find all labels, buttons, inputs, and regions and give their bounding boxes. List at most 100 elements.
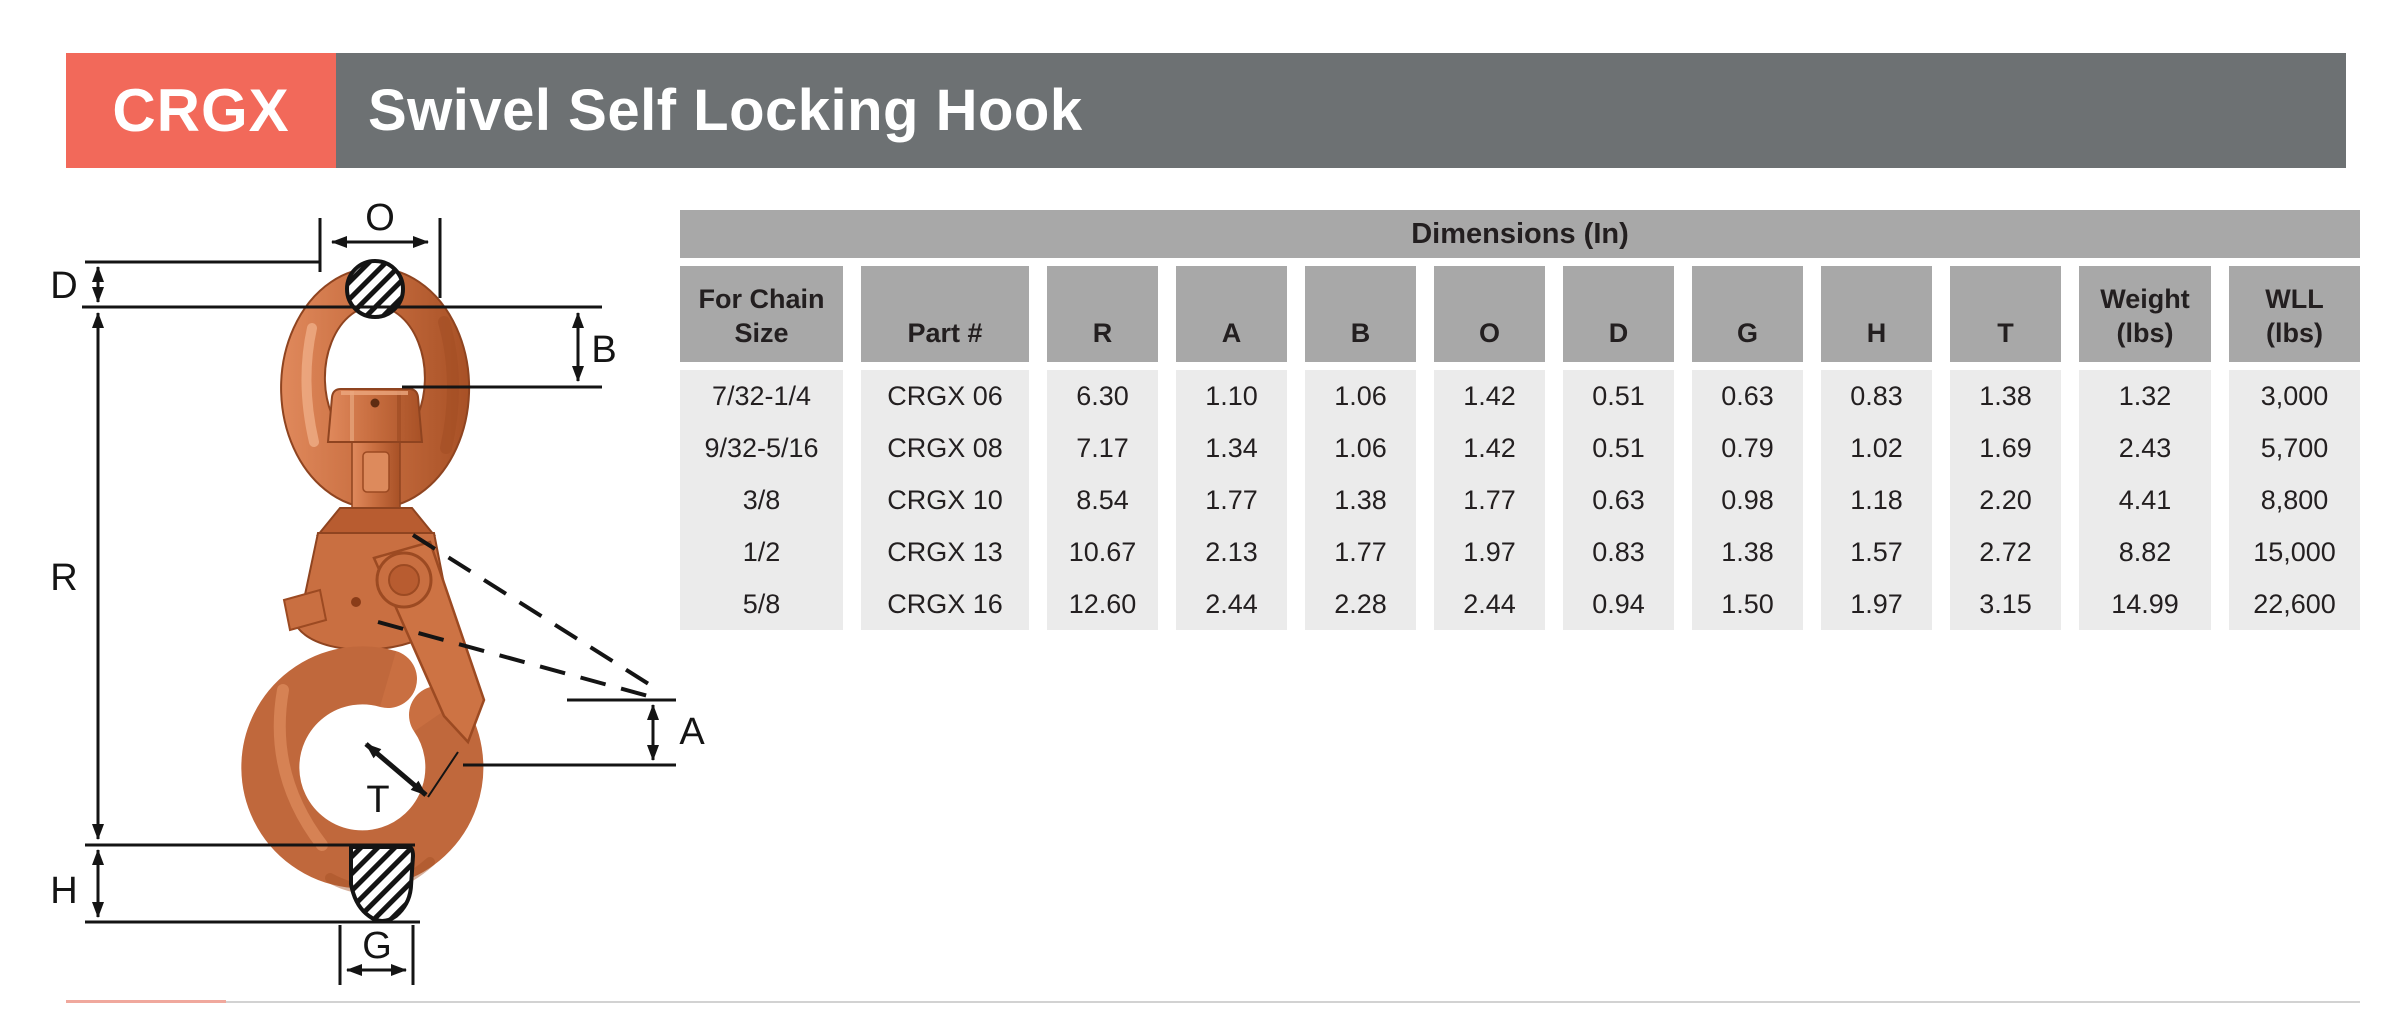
table-cell: 1.38 (1950, 370, 2061, 422)
table-cell: CRGX 10 (861, 474, 1029, 526)
table-row: 5/8 CRGX 16 12.60 2.44 2.28 2.44 0.94 1.50 1.97 3… (680, 578, 2360, 630)
dim-label-o: O (365, 197, 395, 239)
swivel-nut (326, 388, 424, 443)
product-code-badge: CRGX (66, 53, 336, 168)
table-cell: 9/32-5/16 (680, 422, 843, 474)
table-cell: 8,800 (2229, 474, 2360, 526)
table-cell: 1/2 (680, 526, 843, 578)
table-cell: 2.28 (1305, 578, 1416, 630)
dim-label-a: A (679, 711, 705, 753)
table-column-header: Weight (lbs) (2079, 266, 2211, 370)
table-cell: 1.77 (1305, 526, 1416, 578)
hook-bowl (241, 646, 484, 889)
table-column-header: For Chain Size (680, 266, 843, 370)
dimensions-table: For Chain Size Part # R A B O D G H T Weight (lbs)… (662, 266, 2378, 630)
table-cell: 3.15 (1950, 578, 2061, 630)
table-row: 7/32-1/4 CRGX 06 6.30 1.10 1.06 1.42 0.51 0.63 0… (680, 370, 2360, 422)
dim-label-t: T (366, 779, 389, 821)
table-row: 3/8 CRGX 10 8.54 1.77 1.38 1.77 0.63 0.98 1.18 2.… (680, 474, 2360, 526)
table-cell: 1.77 (1176, 474, 1287, 526)
table-cell: 0.51 (1563, 422, 1674, 474)
bowl-cross-section-hatch (349, 845, 416, 923)
hook-illustration (241, 259, 486, 923)
table-cell: 1.02 (1821, 422, 1932, 474)
table-cell: 1.97 (1821, 578, 1932, 630)
table-cell: 22,600 (2229, 578, 2360, 630)
dim-label-r: R (50, 557, 77, 599)
dim-label-h: H (50, 870, 77, 912)
table-cell: 12.60 (1047, 578, 1158, 630)
table-cell: 8.54 (1047, 474, 1158, 526)
table-cell: 0.63 (1563, 474, 1674, 526)
table-column-header: B (1305, 266, 1416, 370)
table-cell: 0.79 (1692, 422, 1803, 474)
eye-cross-section-hatch (345, 259, 405, 319)
table-cell: 7.17 (1047, 422, 1158, 474)
dim-label-g: G (362, 925, 392, 967)
page-header: CRGX Swivel Self Locking Hook (66, 53, 2346, 168)
table-column-header: D (1563, 266, 1674, 370)
table-cell: 2.20 (1950, 474, 2061, 526)
table-cell: 2.44 (1434, 578, 1545, 630)
table-row: 9/32-5/16 CRGX 08 7.17 1.34 1.06 1.42 0.51 0.79… (680, 422, 2360, 474)
table-cell: 1.06 (1305, 370, 1416, 422)
table-cell: CRGX 08 (861, 422, 1029, 474)
table-cell: 1.10 (1176, 370, 1287, 422)
table-cell: 1.50 (1692, 578, 1803, 630)
table-cell: 5,700 (2229, 422, 2360, 474)
dim-label-b: B (591, 329, 616, 371)
table-cell: 4.41 (2079, 474, 2211, 526)
table-cell: 6.30 (1047, 370, 1158, 422)
table-cell: 0.51 (1563, 370, 1674, 422)
table-column-header: R (1047, 266, 1158, 370)
dim-label-d: D (50, 265, 77, 307)
table-column-header: Part # (861, 266, 1029, 370)
table-cell: 5/8 (680, 578, 843, 630)
table-cell: 7/32-1/4 (680, 370, 843, 422)
table-cell: 3,000 (2229, 370, 2360, 422)
table-cell: 10.67 (1047, 526, 1158, 578)
table-column-header: T (1950, 266, 2061, 370)
table-cell: 2.43 (2079, 422, 2211, 474)
table-cell: 1.77 (1434, 474, 1545, 526)
table-cell: 14.99 (2079, 578, 2211, 630)
table-cell: 1.42 (1434, 370, 1545, 422)
bottom-divider-accent (66, 1000, 226, 1003)
table-column-header: A (1176, 266, 1287, 370)
table-cell: CRGX 06 (861, 370, 1029, 422)
table-cell: 0.94 (1563, 578, 1674, 630)
table-cell: 1.38 (1692, 526, 1803, 578)
table-cell: 1.42 (1434, 422, 1545, 474)
page-title: Swivel Self Locking Hook (336, 53, 2346, 168)
table-cell: 0.63 (1692, 370, 1803, 422)
table-cell: 1.38 (1305, 474, 1416, 526)
table-row: 1/2 CRGX 13 10.67 2.13 1.77 1.97 0.83 1.38 1.57 2… (680, 526, 2360, 578)
table-cell: 15,000 (2229, 526, 2360, 578)
table-cell: CRGX 16 (861, 578, 1029, 630)
table-cell: 1.97 (1434, 526, 1545, 578)
dimension-lines (82, 218, 676, 985)
table-column-header: WLL (lbs) (2229, 266, 2360, 370)
table-cell: 1.06 (1305, 422, 1416, 474)
table-cell: 2.44 (1176, 578, 1287, 630)
table-cell: 2.13 (1176, 526, 1287, 578)
bottom-divider (226, 1001, 2360, 1003)
table-header-row: For Chain Size Part # R A B O D G H T Weight (lbs)… (680, 266, 2360, 370)
table-cell: 1.32 (2079, 370, 2211, 422)
table-cell: 3/8 (680, 474, 843, 526)
table-cell: 1.69 (1950, 422, 2061, 474)
table-column-header: H (1821, 266, 1932, 370)
table-cell: 0.83 (1563, 526, 1674, 578)
table-cell: 8.82 (2079, 526, 2211, 578)
table-cell: 1.57 (1821, 526, 1932, 578)
table-cell: 1.34 (1176, 422, 1287, 474)
table-cell: 0.98 (1692, 474, 1803, 526)
hook-dimension-diagram: O D B R T A H G (50, 197, 705, 985)
table-column-header: O (1434, 266, 1545, 370)
table-cell: CRGX 13 (861, 526, 1029, 578)
table-column-header: G (1692, 266, 1803, 370)
table-cell: 2.72 (1950, 526, 2061, 578)
table-cell: 0.83 (1821, 370, 1932, 422)
dimensions-table-section: Dimensions (In) For Chain Size Part # R A B O… (680, 210, 2360, 630)
